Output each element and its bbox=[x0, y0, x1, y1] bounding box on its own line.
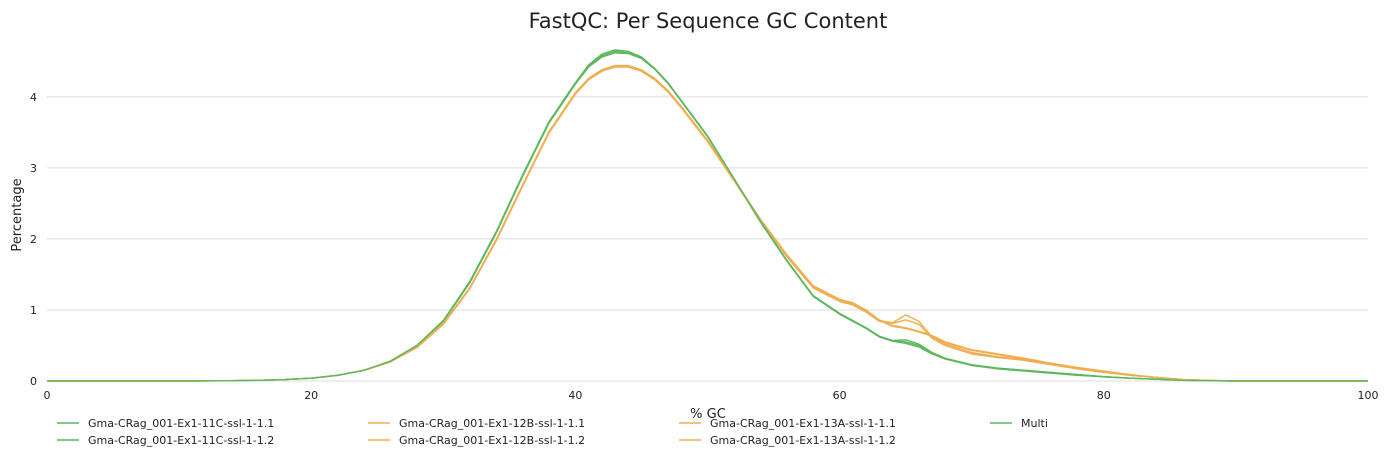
legend-label: Gma-CRag_001-Ex1-12B-ssl-1-1.1 bbox=[399, 417, 585, 430]
x-tick-label: 100 bbox=[1358, 389, 1379, 402]
legend-item[interactable]: Gma-CRag_001-Ex1-11C-ssl-1-1.1 bbox=[57, 417, 274, 430]
y-tick-label: 4 bbox=[30, 91, 37, 104]
x-tick-label: 60 bbox=[833, 389, 847, 402]
x-tick-label: 80 bbox=[1097, 389, 1111, 402]
legend: Gma-CRag_001-Ex1-11C-ssl-1-1.1 Gma-CRag_0… bbox=[57, 417, 1048, 447]
y-tick-label: 1 bbox=[30, 304, 37, 317]
y-tick-label: 3 bbox=[30, 162, 37, 175]
grid-layer bbox=[47, 96, 1368, 382]
y-tick-label: 0 bbox=[30, 375, 37, 388]
series-line-4 bbox=[47, 66, 1368, 382]
legend-label: Gma-CRag_001-Ex1-13A-ssl-1-1.1 bbox=[710, 417, 896, 430]
y-tick-label: 2 bbox=[30, 233, 37, 246]
series-line-1 bbox=[47, 49, 1368, 382]
y-axis-label: Percentage bbox=[10, 178, 25, 251]
legend-item[interactable]: Multi bbox=[990, 417, 1048, 430]
legend-item[interactable]: Gma-CRag_001-Ex1-11C-ssl-1-1.2 bbox=[57, 434, 274, 447]
legend-item[interactable]: Gma-CRag_001-Ex1-13A-ssl-1-1.2 bbox=[679, 434, 896, 447]
legend-item[interactable]: Gma-CRag_001-Ex1-12B-ssl-1-1.1 bbox=[368, 417, 585, 430]
legend-label: Gma-CRag_001-Ex1-13A-ssl-1-1.2 bbox=[710, 434, 896, 447]
series-layer bbox=[47, 49, 1368, 382]
legend-item[interactable]: Gma-CRag_001-Ex1-13A-ssl-1-1.1 bbox=[679, 417, 896, 430]
x-tick-label: 40 bbox=[568, 389, 582, 402]
series-line-2 bbox=[47, 52, 1368, 382]
series-line-3 bbox=[47, 65, 1368, 382]
legend-label: Gma-CRag_001-Ex1-12B-ssl-1-1.2 bbox=[399, 434, 585, 447]
legend-label: Gma-CRag_001-Ex1-11C-ssl-1-1.1 bbox=[88, 417, 274, 430]
x-tick-label: 20 bbox=[304, 389, 318, 402]
x-tick-label: 0 bbox=[44, 389, 51, 402]
series-line-5 bbox=[47, 64, 1368, 382]
legend-label: Multi bbox=[1021, 417, 1048, 430]
x-axis-label: % GC bbox=[690, 407, 726, 422]
chart-title: FastQC: Per Sequence GC Content bbox=[529, 9, 888, 33]
legend-item[interactable]: Gma-CRag_001-Ex1-12B-ssl-1-1.2 bbox=[368, 434, 585, 447]
series-line-7 bbox=[47, 50, 1368, 382]
legend-label: Gma-CRag_001-Ex1-11C-ssl-1-1.2 bbox=[88, 434, 274, 447]
series-line-6 bbox=[47, 65, 1368, 382]
